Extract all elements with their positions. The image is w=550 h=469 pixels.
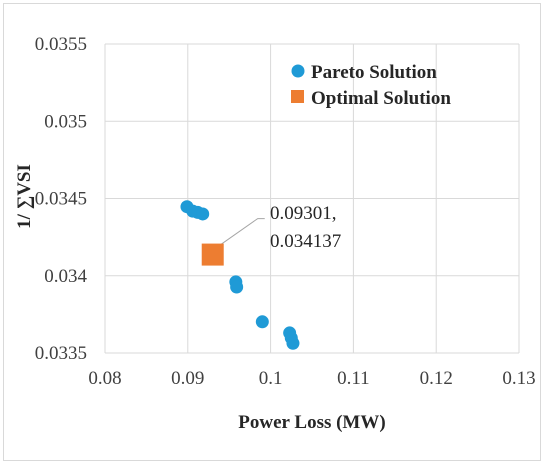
legend-marker-optimal <box>291 90 304 103</box>
y-axis-title: 1/ ∑VSI <box>14 164 35 229</box>
pareto-solution-point <box>255 315 269 329</box>
x-tick-label: 0.1 <box>259 368 283 389</box>
pareto-solution-point <box>196 207 210 221</box>
optimal-solution-point <box>201 243 224 266</box>
y-tick-label: 0.0355 <box>35 34 87 55</box>
x-tick-label: 0.09 <box>171 368 204 389</box>
annotation-leader-line <box>220 218 265 245</box>
annotation-line: 0.034137 <box>270 231 341 252</box>
pareto-solution-point <box>230 280 244 294</box>
x-axis-tick-labels: 0.08 0.09 0.1 0.11 0.12 0.13 <box>88 368 535 389</box>
x-tick-label: 0.08 <box>88 368 121 389</box>
y-tick-label: 0.0345 <box>35 189 87 210</box>
chart-area <box>3 3 541 461</box>
legend-label-pareto: Pareto Solution <box>311 62 437 83</box>
annotation-line: 0.09301, <box>270 203 337 224</box>
annotation-label: 0.09301, 0.034137 <box>270 203 341 252</box>
legend: Pareto Solution Optimal Solution <box>291 62 451 109</box>
legend-label-optimal: Optimal Solution <box>311 88 451 109</box>
y-tick-label: 0.0335 <box>35 343 87 364</box>
pareto-solution-point <box>286 336 300 350</box>
x-axis-title: Power Loss (MW) <box>238 412 385 433</box>
gridlines <box>104 43 520 354</box>
x-tick-label: 0.12 <box>420 368 453 389</box>
data-points <box>180 200 300 350</box>
y-tick-label: 0.035 <box>44 111 87 132</box>
y-axis-tick-labels: 0.0335 0.034 0.0345 0.035 0.0355 <box>35 34 88 364</box>
annotation-group: 0.09301, 0.034137 <box>220 203 341 252</box>
x-tick-label: 0.13 <box>502 368 535 389</box>
x-tick-label: 0.11 <box>337 368 370 389</box>
legend-marker-pareto <box>291 64 305 78</box>
y-tick-label: 0.034 <box>44 266 87 287</box>
